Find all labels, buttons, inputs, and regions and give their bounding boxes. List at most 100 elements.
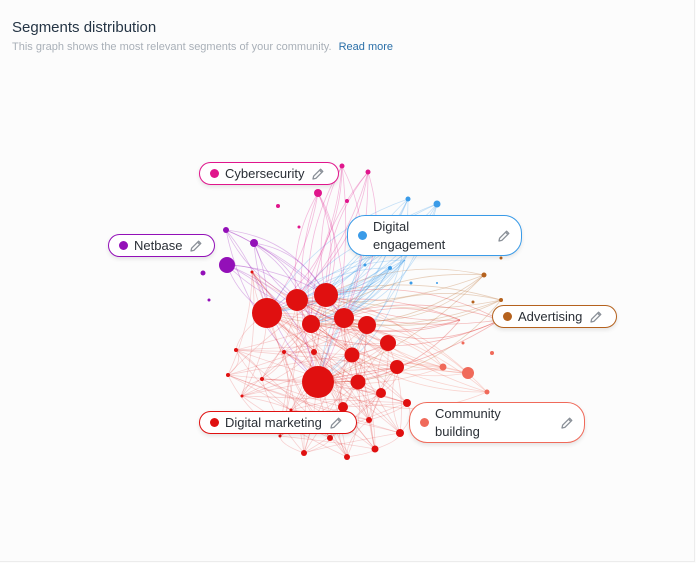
read-more-link[interactable]: Read more xyxy=(338,41,394,53)
graph-node[interactable] xyxy=(388,266,392,270)
graph-edge xyxy=(225,229,312,325)
graph-node[interactable] xyxy=(499,298,503,302)
graph-node[interactable] xyxy=(223,227,229,233)
graph-node[interactable] xyxy=(334,308,354,328)
graph-edge xyxy=(303,354,353,454)
graph-edge xyxy=(290,392,382,411)
graph-node[interactable] xyxy=(380,335,396,351)
graph-node[interactable] xyxy=(297,225,301,229)
graph-node[interactable] xyxy=(282,350,286,354)
pencil-icon[interactable] xyxy=(560,416,574,430)
graph-edge xyxy=(317,319,501,383)
graph-node[interactable] xyxy=(200,270,206,276)
graph-node[interactable] xyxy=(390,360,404,374)
graph-node[interactable] xyxy=(250,239,258,247)
graph-node[interactable] xyxy=(344,347,360,363)
graph-edge xyxy=(303,324,368,454)
graph-node[interactable] xyxy=(250,270,254,274)
graph-node[interactable] xyxy=(345,199,349,203)
graph-node[interactable] xyxy=(234,348,238,352)
graph-node[interactable] xyxy=(314,283,338,307)
graph-node[interactable] xyxy=(311,349,317,355)
graph-edge xyxy=(343,317,469,374)
pencil-icon[interactable] xyxy=(189,239,203,253)
graph-node[interactable] xyxy=(363,263,367,267)
graph-node[interactable] xyxy=(409,281,413,285)
graph-node[interactable] xyxy=(461,341,465,345)
graph-node[interactable] xyxy=(405,196,411,202)
graph-node[interactable] xyxy=(338,402,348,412)
graph-node[interactable] xyxy=(396,429,404,437)
graph-node[interactable] xyxy=(371,445,379,453)
pencil-icon[interactable] xyxy=(589,310,603,324)
graph-node[interactable] xyxy=(462,367,474,379)
segment-pill-cybersecurity[interactable]: Cybersecurity xyxy=(199,162,339,185)
graph-node[interactable] xyxy=(439,363,447,371)
graph-edge xyxy=(371,392,382,450)
graph-node[interactable] xyxy=(302,366,334,398)
graph-node[interactable] xyxy=(403,399,411,407)
graph-edge xyxy=(266,312,444,371)
graph-edge xyxy=(343,317,401,434)
graph-edge xyxy=(226,264,345,319)
graph-node[interactable] xyxy=(358,316,376,334)
graph-node[interactable] xyxy=(301,450,307,456)
segment-pill-digital-marketing[interactable]: Digital marketing xyxy=(199,411,357,434)
graph-edge xyxy=(325,288,501,321)
graph-edge xyxy=(294,192,319,301)
graph-node[interactable] xyxy=(286,289,308,311)
graph-node[interactable] xyxy=(327,435,333,441)
segment-pill-netbase[interactable]: Netbase xyxy=(108,234,215,257)
graph-edge xyxy=(266,165,343,314)
graph-node[interactable] xyxy=(433,200,441,208)
graph-node[interactable] xyxy=(276,204,280,208)
graph-edge xyxy=(251,271,344,408)
graph-node[interactable] xyxy=(219,257,235,273)
graph-edge xyxy=(325,294,461,321)
graph-node[interactable] xyxy=(260,377,264,381)
segment-pill-community-building[interactable]: Community building xyxy=(409,402,585,443)
graph-edge xyxy=(296,299,461,332)
graph-node[interactable] xyxy=(365,169,371,175)
graph-node[interactable] xyxy=(289,408,293,412)
graph-node[interactable] xyxy=(471,300,475,304)
graph-edge xyxy=(317,171,369,383)
graph-node[interactable] xyxy=(490,351,494,355)
graph-edge xyxy=(261,378,344,408)
graph-node[interactable] xyxy=(302,315,320,333)
graph-node[interactable] xyxy=(278,434,282,438)
graph-edge xyxy=(310,323,444,368)
graph-node[interactable] xyxy=(350,374,366,390)
graph-edge xyxy=(343,274,485,321)
graph-node[interactable] xyxy=(207,298,211,302)
graph-node[interactable] xyxy=(366,417,372,423)
pencil-icon[interactable] xyxy=(497,229,511,243)
graph-node[interactable] xyxy=(376,388,386,398)
graph-edge xyxy=(310,299,502,327)
graph-edge xyxy=(266,249,411,314)
graph-edge xyxy=(251,271,359,383)
graph-edge xyxy=(313,351,370,421)
graph-node[interactable] xyxy=(339,163,345,169)
graph-node[interactable] xyxy=(481,272,487,278)
graph-node[interactable] xyxy=(226,373,230,377)
graph-node[interactable] xyxy=(240,394,244,398)
graph-edge xyxy=(253,242,312,325)
graph-node[interactable] xyxy=(484,389,490,395)
graph-edge xyxy=(266,312,370,421)
graph-node[interactable] xyxy=(499,256,503,260)
graph-node[interactable] xyxy=(344,454,350,460)
segment-pill-digital-engagement[interactable]: Digital engagement xyxy=(347,215,522,256)
graph-node[interactable] xyxy=(436,282,438,284)
graph-edge xyxy=(296,299,501,325)
pencil-icon[interactable] xyxy=(311,167,325,181)
pencil-icon[interactable] xyxy=(329,416,343,430)
segment-color-dot xyxy=(503,312,512,321)
segment-color-dot xyxy=(210,169,219,178)
segment-label: Cybersecurity xyxy=(225,166,305,181)
segment-pill-advertising[interactable]: Advertising xyxy=(492,305,617,328)
graph-node[interactable] xyxy=(314,189,322,197)
subtitle-text: This graph shows the most relevant segme… xyxy=(12,41,332,53)
graph-edge xyxy=(227,349,240,376)
graph-node[interactable] xyxy=(252,298,282,328)
